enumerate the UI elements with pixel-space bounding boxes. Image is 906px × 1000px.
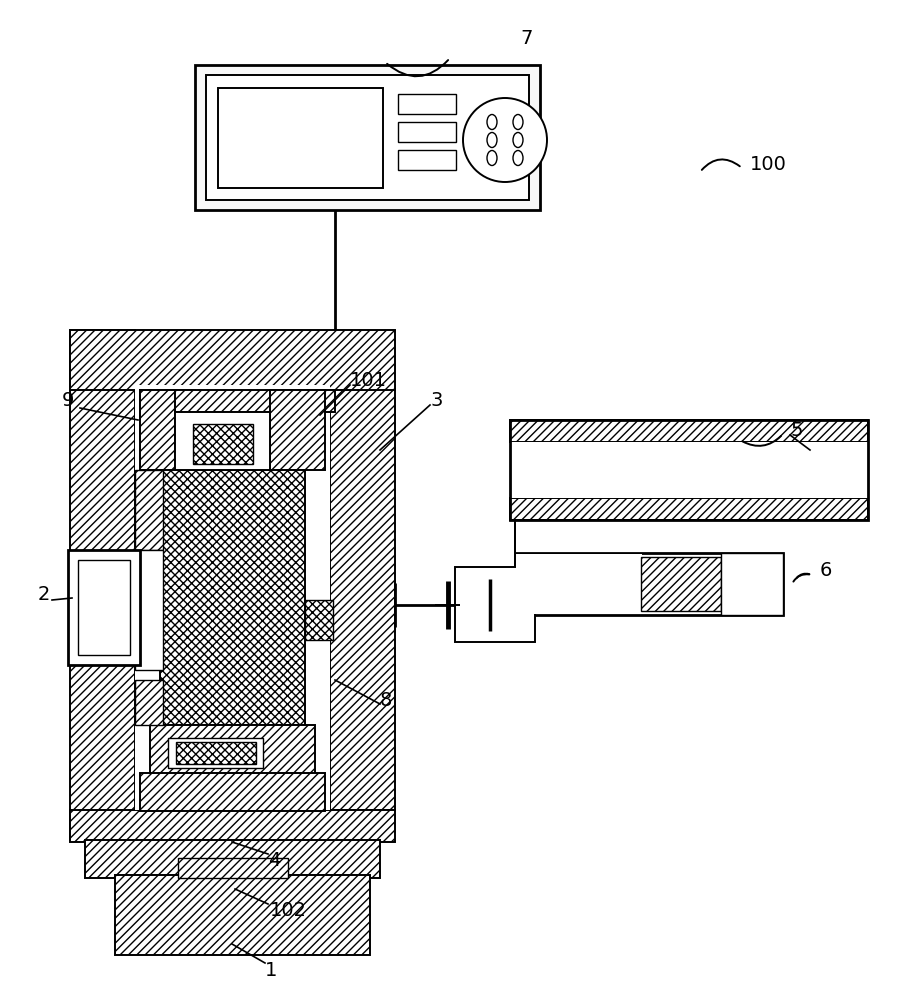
Bar <box>140 390 335 412</box>
Bar <box>721 553 783 615</box>
Bar <box>115 875 370 955</box>
Bar <box>218 88 383 188</box>
Bar <box>195 65 540 210</box>
Ellipse shape <box>487 132 497 147</box>
Text: 2: 2 <box>38 585 51 604</box>
Text: 9: 9 <box>62 390 74 410</box>
Text: 4: 4 <box>268 850 280 869</box>
Bar <box>515 553 783 615</box>
Bar <box>176 742 256 764</box>
Bar <box>140 773 325 811</box>
Circle shape <box>463 98 547 182</box>
Bar <box>70 330 395 390</box>
Bar <box>305 600 333 640</box>
Ellipse shape <box>513 132 523 147</box>
Bar <box>193 424 253 464</box>
Bar <box>175 412 270 470</box>
Bar <box>150 725 315 775</box>
Text: 5: 5 <box>790 420 803 440</box>
Bar <box>510 420 868 442</box>
Bar <box>68 550 140 665</box>
Ellipse shape <box>487 150 497 165</box>
Bar <box>140 390 175 470</box>
Text: 3: 3 <box>430 390 442 410</box>
Bar <box>206 75 529 200</box>
Bar <box>641 557 721 611</box>
Ellipse shape <box>513 150 523 165</box>
Text: 102: 102 <box>270 900 307 920</box>
Bar <box>168 738 263 768</box>
Bar <box>398 94 456 114</box>
Text: 6: 6 <box>820 560 833 580</box>
Bar <box>135 680 163 725</box>
Text: 101: 101 <box>350 370 387 389</box>
Bar <box>398 150 456 170</box>
Bar <box>510 442 868 498</box>
Bar <box>510 420 868 520</box>
Text: 7: 7 <box>520 28 533 47</box>
Bar <box>78 560 130 655</box>
Bar <box>160 470 305 725</box>
Bar <box>510 498 868 520</box>
Bar <box>178 858 288 878</box>
Bar <box>70 810 395 842</box>
Bar <box>455 567 535 642</box>
Text: 8: 8 <box>380 690 392 710</box>
Text: 100: 100 <box>750 155 787 174</box>
Bar <box>70 330 135 840</box>
Bar <box>135 385 330 810</box>
Text: 1: 1 <box>265 960 277 980</box>
Bar <box>330 385 395 810</box>
Ellipse shape <box>487 114 497 129</box>
Bar <box>135 550 163 670</box>
Bar <box>516 554 642 614</box>
Bar <box>398 122 456 142</box>
Ellipse shape <box>513 114 523 129</box>
Bar <box>85 840 380 878</box>
Bar <box>140 390 195 440</box>
Bar <box>135 470 163 550</box>
Bar <box>270 390 325 470</box>
